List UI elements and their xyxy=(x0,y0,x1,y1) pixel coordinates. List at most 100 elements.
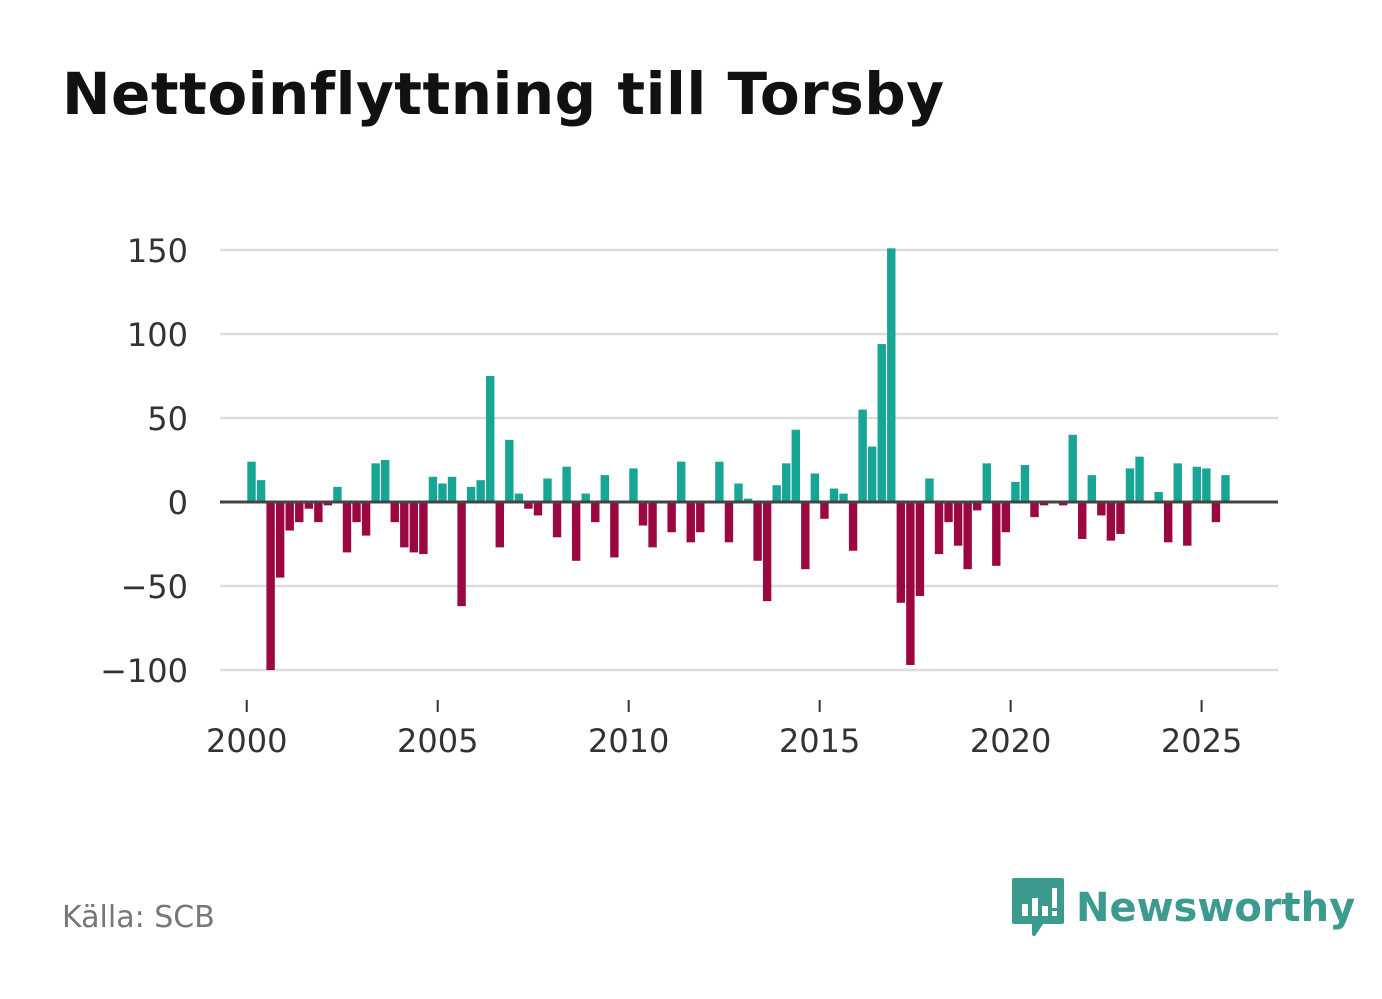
y-tick-label: −50 xyxy=(120,568,188,606)
bar xyxy=(419,502,428,555)
bar xyxy=(428,476,438,502)
bar xyxy=(466,486,476,502)
bar xyxy=(438,483,447,502)
bar xyxy=(342,502,352,553)
x-axis: 2000 2005 2010 2015 2020 2025 xyxy=(206,700,1242,760)
bar xyxy=(810,473,820,502)
bar xyxy=(1173,463,1182,502)
bar xyxy=(304,502,314,509)
bar xyxy=(1030,502,1039,518)
bars xyxy=(247,248,1230,670)
bar xyxy=(1097,502,1106,516)
bar xyxy=(447,476,457,502)
bar xyxy=(629,468,638,502)
x-tick-label: 2000 xyxy=(206,722,287,760)
bar xyxy=(963,502,972,570)
y-axis-tick-labels: 150 100 50 0 −50 −100 xyxy=(100,232,188,690)
source-label: Källa: SCB xyxy=(62,900,215,935)
gridlines xyxy=(220,248,1278,672)
bar xyxy=(1087,475,1097,502)
x-tick-label: 2025 xyxy=(1161,722,1242,760)
bar xyxy=(1020,465,1030,502)
bar xyxy=(877,344,886,502)
bar xyxy=(1106,502,1116,541)
bar xyxy=(1211,502,1221,523)
bar xyxy=(934,502,944,555)
y-tick-label: 50 xyxy=(147,400,188,438)
bar xyxy=(533,502,543,516)
bar xyxy=(715,461,724,502)
bar xyxy=(371,463,380,502)
bar xyxy=(352,502,361,523)
bar xyxy=(829,488,839,502)
bar xyxy=(648,502,657,548)
bar xyxy=(696,502,705,533)
bar xyxy=(524,502,533,509)
bar xyxy=(734,483,743,502)
bar xyxy=(1154,491,1163,502)
bar xyxy=(973,502,982,511)
bar xyxy=(638,502,648,526)
bar xyxy=(925,478,934,502)
bar xyxy=(686,502,695,543)
bar xyxy=(457,502,466,607)
y-tick-label: 100 xyxy=(127,316,188,354)
y-tick-label: −100 xyxy=(100,652,188,690)
bar xyxy=(505,439,514,502)
bar xyxy=(361,502,371,536)
bar xyxy=(1001,502,1011,533)
bar xyxy=(1202,468,1211,502)
bar xyxy=(323,502,333,506)
bar xyxy=(677,461,686,502)
bar xyxy=(333,486,342,502)
bar xyxy=(1039,502,1049,506)
bar xyxy=(944,502,953,523)
bar xyxy=(753,502,762,561)
bar xyxy=(858,409,867,502)
bar xyxy=(953,502,963,546)
bar xyxy=(552,502,562,538)
x-tick-label: 2020 xyxy=(970,722,1051,760)
bar xyxy=(256,480,266,502)
bar xyxy=(1011,481,1020,502)
brand-name: Newsworthy xyxy=(1076,885,1356,931)
bar xyxy=(1192,466,1202,502)
bar xyxy=(581,493,590,502)
bar xyxy=(543,478,552,502)
bar xyxy=(820,502,829,519)
bar xyxy=(1116,502,1125,534)
bar xyxy=(562,466,571,502)
x-tick-label: 2010 xyxy=(588,722,669,760)
bar xyxy=(1058,502,1068,506)
bar xyxy=(1221,475,1230,502)
bar xyxy=(390,502,399,523)
bar xyxy=(848,502,858,551)
bar xyxy=(896,502,906,603)
bar xyxy=(247,461,256,502)
x-tick-label: 2015 xyxy=(779,722,860,760)
bar xyxy=(514,493,524,502)
bar xyxy=(591,502,600,523)
brand-logo: Newsworthy xyxy=(1010,878,1355,938)
bar xyxy=(571,502,581,561)
bar xyxy=(1078,502,1087,539)
bar xyxy=(982,463,991,502)
bar xyxy=(380,460,390,502)
bar xyxy=(801,502,810,570)
bar xyxy=(600,475,610,502)
bar xyxy=(266,502,275,670)
bar xyxy=(1163,502,1173,543)
bar-chart: 150 100 50 0 −50 −100 2000 2005 2010 2015 2020 202… xyxy=(100,232,1278,760)
bar xyxy=(915,502,925,597)
bar xyxy=(1135,456,1144,502)
bar xyxy=(992,502,1001,566)
bar xyxy=(610,502,619,558)
bar xyxy=(486,376,495,502)
bar xyxy=(743,498,753,502)
bar xyxy=(791,429,800,502)
bar xyxy=(400,502,409,548)
bar xyxy=(867,446,877,502)
y-tick-label: 150 xyxy=(127,232,188,270)
bar xyxy=(275,502,285,578)
bar xyxy=(1125,468,1135,502)
